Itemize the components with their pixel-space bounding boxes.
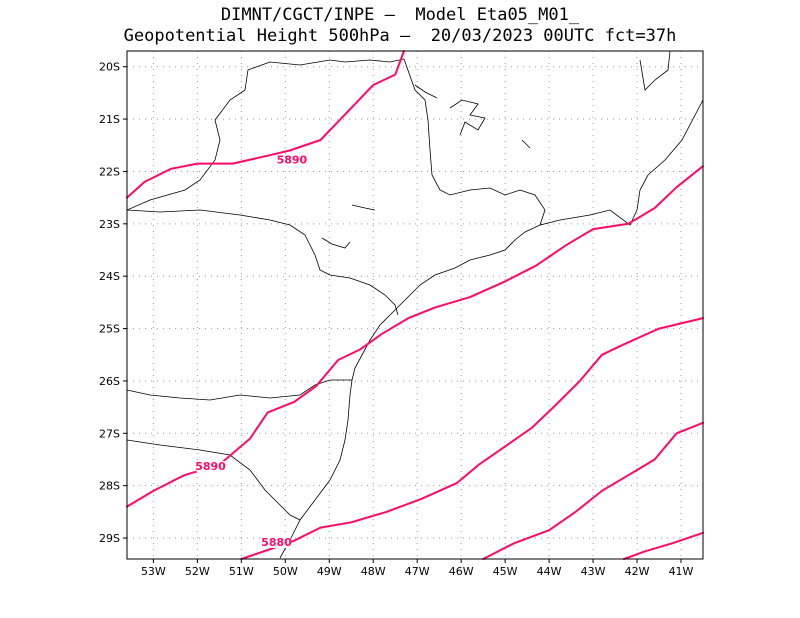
lon-tick-label: 52W	[185, 565, 210, 578]
contour-line-lower-5890	[126, 165, 704, 508]
lon-tick-label: 50W	[273, 565, 298, 578]
lon-tick-label: 43W	[581, 565, 606, 578]
lat-tick-label: 20S	[99, 61, 120, 74]
lat-tick-label: 26S	[99, 375, 120, 388]
contour-label-upper-5890: 5890	[277, 154, 308, 167]
lon-tick-label: 41W	[669, 565, 694, 578]
contour-line-contour-e2	[622, 531, 704, 560]
lon-tick-label: 45W	[493, 565, 518, 578]
contour-line-upper-5890	[126, 50, 405, 199]
lon-tick-label: 51W	[229, 565, 254, 578]
lat-tick-label: 24S	[99, 270, 120, 283]
lat-tick-label: 27S	[99, 427, 120, 440]
title-line-2: Geopotential Height 500hPa – 20/03/2023 …	[123, 26, 677, 46]
lon-tick-label: 48W	[361, 565, 386, 578]
contour-line-contour-e1	[482, 421, 704, 560]
lon-tick-label: 44W	[537, 565, 562, 578]
lat-tick-label: 22S	[99, 165, 120, 178]
lat-tick-label: 25S	[99, 323, 120, 336]
grid-layer	[127, 51, 703, 559]
lon-tick-label: 53W	[141, 565, 166, 578]
coastline-boundaries	[126, 50, 704, 559]
title-line-1: DIMNT/CGCT/INPE – Model Eta05_M01_	[220, 5, 580, 25]
contour-label-lower-5890: 5890	[195, 460, 226, 473]
contour-line-5880	[240, 317, 704, 560]
contour-label-5880: 5880	[261, 536, 292, 549]
tick-layer: 53W 52W 51W 50W 49W 48W 47W 46W 45W 44W 43W 42W 41W 2…	[99, 61, 694, 578]
map-frame	[126, 50, 704, 560]
lat-tick-label: 21S	[99, 113, 120, 126]
contour-label-bg	[262, 536, 291, 548]
contour-label-bg	[277, 154, 306, 166]
lon-tick-label: 42W	[625, 565, 650, 578]
lat-tick-label: 28S	[99, 480, 120, 493]
lat-tick-label: 29S	[99, 532, 120, 545]
lon-tick-label: 49W	[317, 565, 342, 578]
lat-tick-label: 23S	[99, 218, 120, 231]
lon-tick-label: 47W	[405, 565, 430, 578]
contour-layer: 5890 5890 5880	[126, 50, 704, 560]
contour-label-bg	[196, 460, 225, 472]
lon-tick-label: 46W	[449, 565, 474, 578]
